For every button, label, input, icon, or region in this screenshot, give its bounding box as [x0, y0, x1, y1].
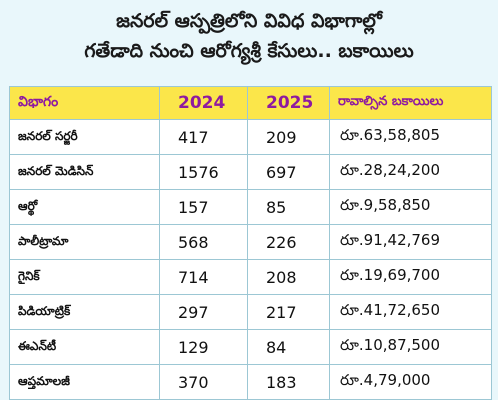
header-row: విభాగం 2024 2025 రావాల్సిన బకాయిలు [9, 86, 492, 120]
cell-department: జనరల్ సర్జరీ [9, 119, 160, 155]
cell-dues: రూ.28,24,200 [329, 154, 492, 190]
table-row: జనరల్ సర్జరీ 417 209 రూ.63,58,805 [9, 119, 492, 155]
cell-dues: రూ.9,58,850 [329, 189, 492, 225]
table-row: ఆర్థో 157 85 రూ.9,58,850 [9, 189, 492, 225]
chart-title: జనరల్ ఆస్పత్రిలోని వివిధ విభాగాల్లో గతేడ… [0, 6, 498, 66]
cell-2024: 370 [159, 364, 248, 400]
cell-2024: 417 [159, 119, 248, 155]
cell-2024: 714 [159, 259, 248, 295]
cell-2025: 84 [247, 329, 330, 365]
table-row: ఈఎన్‌టీ 129 84 రూ.10,87,500 [9, 329, 492, 365]
header-2025: 2025 [247, 86, 330, 120]
cell-department: ఈఎన్‌టీ [9, 329, 160, 365]
cell-department: ఆర్థో [9, 189, 160, 225]
table-row: గైనిక్ 714 208 రూ.19,69,700 [9, 259, 492, 295]
cell-dues: రూ.4,79,000 [329, 364, 492, 400]
title-line-2: గతేడాది నుంచి ఆరోగ్యశ్రీ కేసులు.. బకాయిల… [84, 40, 414, 62]
cell-dues: రూ.91,42,769 [329, 224, 492, 260]
cell-2025: 697 [247, 154, 330, 190]
cell-dues: రూ.41,72,650 [329, 294, 492, 330]
header-dues: రావాల్సిన బకాయిలు [329, 86, 492, 120]
cell-2025: 85 [247, 189, 330, 225]
cell-2024: 568 [159, 224, 248, 260]
table-row: జనరల్ మెడిసిన్ 1576 697 రూ.28,24,200 [9, 154, 492, 190]
cell-2025: 209 [247, 119, 330, 155]
cell-2024: 129 [159, 329, 248, 365]
header-department: విభాగం [9, 86, 160, 120]
table-row: పిడియాట్రిక్ 297 217 రూ.41,72,650 [9, 294, 492, 330]
header-2024: 2024 [159, 86, 248, 120]
table-header: విభాగం 2024 2025 రావాల్సిన బకాయిలు [9, 86, 492, 120]
cell-2025: 183 [247, 364, 330, 400]
cell-2024: 297 [159, 294, 248, 330]
data-table: విభాగం 2024 2025 రావాల్సిన బకాయిలు జనరల్… [9, 86, 492, 400]
cell-2025: 217 [247, 294, 330, 330]
cell-dues: రూ.63,58,805 [329, 119, 492, 155]
cell-2024: 157 [159, 189, 248, 225]
cell-2024: 1576 [159, 154, 248, 190]
cell-department: ఆప్తమాలజీ [9, 364, 160, 400]
cell-department: పాలీట్రామా [9, 224, 160, 260]
table-body: జనరల్ సర్జరీ 417 209 రూ.63,58,805 జనరల్ మెడి… [9, 119, 492, 400]
cell-dues: రూ.10,87,500 [329, 329, 492, 365]
cell-2025: 208 [247, 259, 330, 295]
table-row: ఆప్తమాలజీ 370 183 రూ.4,79,000 [9, 364, 492, 400]
cell-department: పిడియాట్రిక్ [9, 294, 160, 330]
cell-department: గైనిక్ [9, 259, 160, 295]
cell-department: జనరల్ మెడిసిన్ [9, 154, 160, 190]
table-row: పాలీట్రామా 568 226 రూ.91,42,769 [9, 224, 492, 260]
cell-dues: రూ.19,69,700 [329, 259, 492, 295]
cell-2025: 226 [247, 224, 330, 260]
title-line-1: జనరల్ ఆస్పత్రిలోని వివిధ విభాగాల్లో [116, 10, 382, 32]
